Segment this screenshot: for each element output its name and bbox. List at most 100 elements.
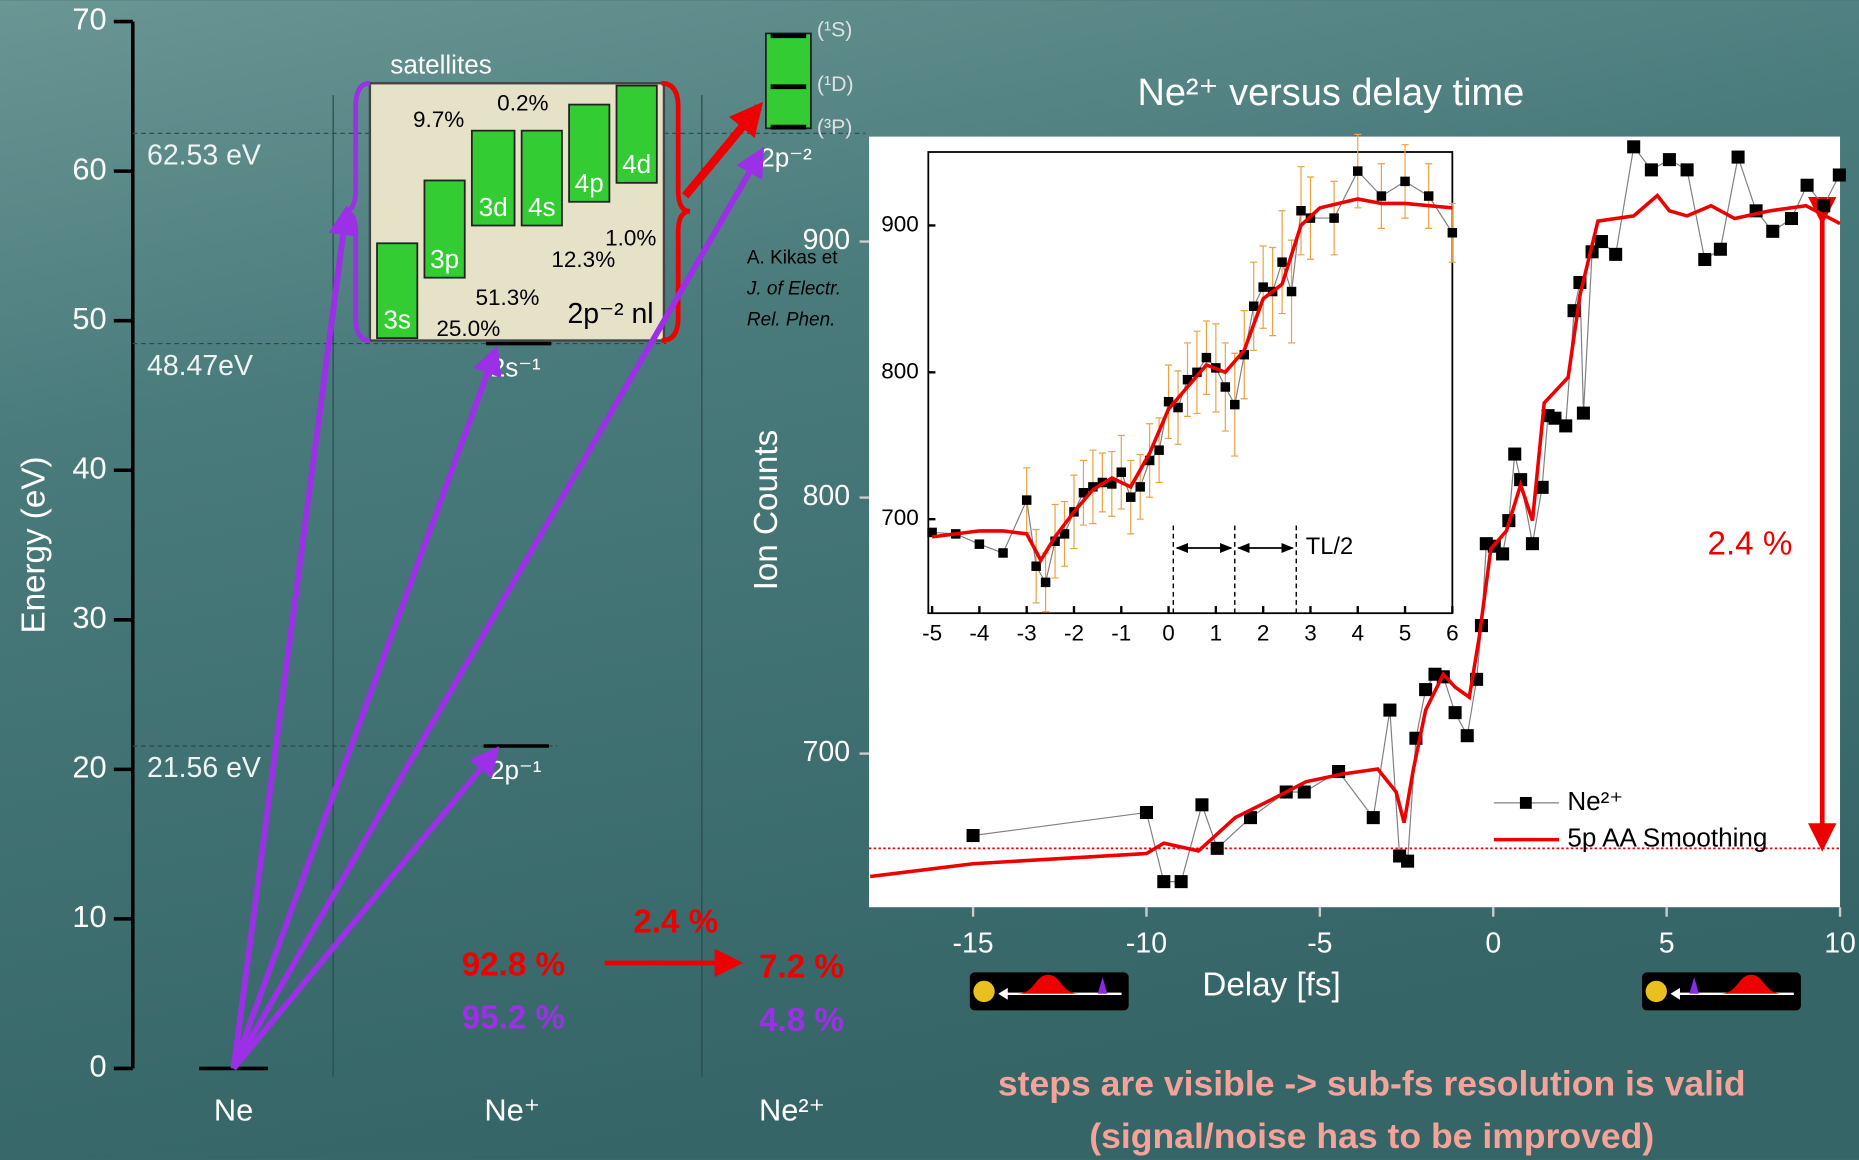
state-label: 2p⁻¹ [490, 755, 542, 785]
x-tick-label: 3 [1304, 620, 1317, 645]
y-tick-label: 60 [72, 151, 106, 186]
chart-title: Ne²⁺ versus delay time [1137, 72, 1524, 114]
x-tick-label: 0 [1162, 620, 1175, 645]
x-tick-label: -1 [1111, 620, 1131, 645]
y-tick-label: 700 [881, 505, 919, 530]
term-label: (¹S) [817, 18, 853, 42]
satellite-percent: 9.7% [413, 107, 464, 132]
y-tick-label: 900 [803, 224, 850, 256]
data-point [1461, 729, 1474, 742]
data-point [1785, 212, 1798, 225]
annotation: 2.4 % [1707, 525, 1792, 562]
satellite-name: 4d [622, 149, 651, 179]
branching-ratio: 2.4 % [633, 904, 718, 941]
x-tick-label: 2 [1257, 620, 1270, 645]
x-tick-label: 10 [1824, 928, 1856, 960]
data-point [1377, 191, 1386, 200]
branching-ratio: 95.2 % [462, 1000, 565, 1037]
footer-text: (signal/noise has to be improved) [1089, 1116, 1654, 1156]
level-label: 62.53 eV [147, 140, 261, 172]
data-point [1424, 191, 1433, 200]
data-point [1031, 561, 1040, 570]
satellite-name: 3d [479, 192, 508, 222]
state-label: 2s⁻¹ [491, 353, 541, 383]
reference: J. of Electr. [746, 279, 841, 300]
data-point [1296, 206, 1305, 215]
y-tick-label: 900 [881, 211, 919, 236]
x-tick-label: Ne⁺ [484, 1092, 540, 1127]
data-point [1353, 166, 1362, 175]
x-tick-label: Ne²⁺ [759, 1092, 825, 1127]
final-state-box [766, 33, 811, 128]
data-point [1383, 704, 1396, 717]
data-point [1135, 482, 1144, 491]
term-label: (¹D) [817, 72, 854, 96]
level-label: 21.56 eV [147, 752, 261, 784]
data-point [1419, 683, 1432, 696]
data-point [1732, 151, 1745, 164]
x-tick-label: -3 [1017, 620, 1037, 645]
data-point [1157, 875, 1170, 888]
legend-label: 5p AA Smoothing [1567, 823, 1767, 853]
data-point [967, 829, 980, 842]
data-point [1195, 798, 1208, 811]
y-tick-label: 10 [72, 899, 106, 934]
data-point [1298, 785, 1311, 798]
y-axis-label: Ion Counts [748, 430, 785, 591]
data-point [1287, 287, 1296, 296]
x-axis-label: Delay [fs] [1202, 966, 1340, 1003]
satellite-percent: 51.3% [476, 285, 540, 310]
data-point [1401, 855, 1414, 868]
data-point [1202, 353, 1211, 362]
y-tick-label: 700 [803, 736, 850, 768]
data-point [1577, 407, 1590, 420]
data-point [1211, 842, 1224, 855]
data-point [1258, 282, 1267, 291]
data-point [1595, 235, 1608, 248]
data-point [1140, 806, 1153, 819]
data-point [1175, 875, 1188, 888]
data-point [1449, 706, 1462, 719]
data-point [1766, 225, 1779, 238]
x-tick-label: 4 [1351, 620, 1364, 645]
x-tick-label: Ne [214, 1092, 253, 1127]
satellite-name: 3s [383, 304, 411, 334]
x-tick-label: -4 [969, 620, 989, 645]
data-point [1559, 419, 1572, 432]
data-point [1526, 537, 1539, 550]
data-point [975, 539, 984, 548]
y-tick-label: 20 [72, 749, 106, 784]
branching-ratio: 92.8 % [462, 946, 565, 983]
data-point [1154, 445, 1163, 454]
data-point [1367, 811, 1380, 824]
satellite-percent: 0.2% [497, 91, 548, 116]
data-point [1801, 179, 1814, 192]
satellite-config: 2p⁻² nl [567, 298, 653, 330]
satellite-percent: 25.0% [436, 316, 500, 341]
data-point [1714, 243, 1727, 256]
y-tick-label: 70 [72, 2, 106, 37]
x-tick-label: 6 [1446, 620, 1459, 645]
data-point [1609, 248, 1622, 261]
satellites-title: satellites [390, 50, 491, 80]
data-point [1277, 257, 1286, 266]
x-tick-label: 1 [1210, 620, 1223, 645]
satellite-name: 3p [430, 244, 459, 274]
data-point [1041, 578, 1050, 587]
state-label: 2p⁻² [760, 142, 812, 172]
data-point [998, 548, 1007, 557]
data-point [1645, 163, 1658, 176]
level-label: 48.47eV [147, 350, 253, 382]
data-point [1022, 495, 1031, 504]
slide: 010203040506070Energy (eV)NeNe⁺Ne²⁺21.56… [0, 0, 1859, 1160]
x-tick-label: -5 [922, 620, 942, 645]
page: { "chart_data": [ {"type": "levels", "yl… [0, 0, 1859, 1160]
legend-marker [1520, 797, 1532, 809]
satellite-name: 4s [528, 192, 556, 222]
x-tick-label: 0 [1485, 928, 1501, 960]
data-point [1117, 467, 1126, 476]
y-axis-label: Energy (eV) [15, 456, 52, 633]
y-tick-label: 30 [72, 600, 106, 635]
data-point [1698, 253, 1711, 266]
data-point [1681, 163, 1694, 176]
